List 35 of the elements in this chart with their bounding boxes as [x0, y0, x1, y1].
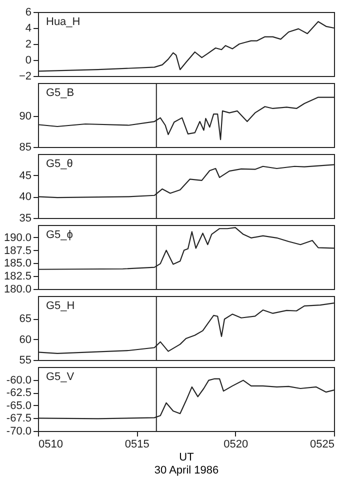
- y-tick-label: 40: [19, 191, 32, 204]
- y-tick-label: −2: [18, 70, 32, 82]
- y-tick-label: 90: [19, 110, 32, 122]
- y-tick-label: 4: [25, 22, 32, 34]
- chart-title: G5_V: [46, 371, 75, 383]
- x-axis-title: UT: [179, 452, 194, 464]
- y-tick-label: -65.0: [6, 400, 32, 412]
- chart-title: G5_H: [46, 300, 75, 312]
- x-tick-label: 0515: [124, 438, 150, 450]
- y-tick-label: 182.5: [4, 270, 32, 283]
- y-tick-label: 2: [25, 38, 32, 50]
- y-tick-label: -67.5: [6, 412, 32, 425]
- chart-title: G5_B: [46, 87, 74, 99]
- y-tick-label: 65: [19, 313, 32, 326]
- y-tick-label: 60: [19, 334, 32, 346]
- x-tick-label: 0520: [224, 438, 248, 450]
- y-tick-label: -62.5: [6, 387, 32, 400]
- y-tick-label: 187.5: [4, 244, 32, 257]
- y-tick-label: 45: [19, 170, 32, 182]
- y-tick-label: 180.0: [4, 284, 32, 296]
- text: 30 April 1986: [154, 464, 219, 476]
- y-tick-label: 85: [19, 142, 32, 154]
- chart-title: G5_θ: [46, 158, 73, 170]
- y-tick-label: 55: [19, 354, 32, 366]
- y-tick-label: -70.0: [6, 426, 32, 438]
- y-tick-label: 35: [19, 212, 32, 224]
- y-tick-label: 0: [25, 54, 32, 66]
- x-tick-label: 0525: [310, 438, 334, 450]
- x-tick-label: 0510: [38, 438, 63, 450]
- y-tick-label: 6: [25, 6, 32, 18]
- y-tick-label: -60.0: [6, 374, 32, 386]
- chart-title: G5_ϕ: [46, 229, 73, 241]
- y-tick-label: 185.0: [4, 258, 32, 270]
- y-tick-label: 190.0: [4, 232, 32, 244]
- chart-title: Hua_H: [46, 16, 80, 28]
